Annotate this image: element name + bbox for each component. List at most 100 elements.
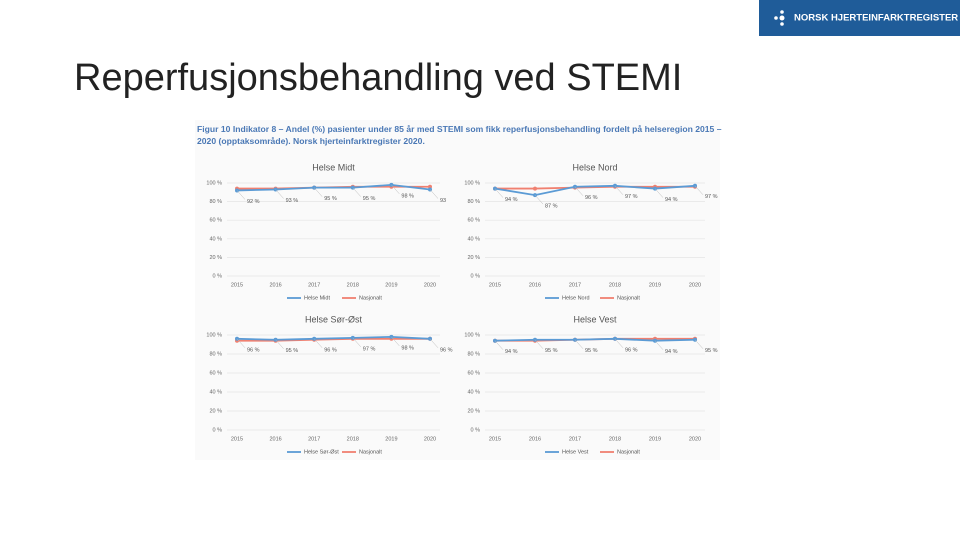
x-tick-label: 2016: [269, 282, 281, 288]
y-tick-label: 100 %: [464, 180, 480, 186]
label-leader: [534, 194, 544, 205]
y-tick-label: 80 %: [467, 351, 480, 357]
chart-title: Helse Nord: [572, 162, 617, 172]
y-tick-label: 60 %: [467, 370, 480, 376]
x-tick-label: 2020: [689, 436, 701, 442]
legend-label: Helse Nord: [562, 295, 590, 301]
value-label: 95 %: [286, 348, 299, 354]
value-label: 97 %: [363, 346, 376, 352]
x-tick-label: 2018: [609, 282, 621, 288]
value-label: 98 %: [401, 345, 414, 351]
legend-label: Nasjonalt: [359, 295, 382, 301]
legend-label: Helse Midt: [304, 295, 330, 301]
value-label: 96 %: [247, 347, 260, 353]
series-line: [236, 335, 431, 341]
label-leader: [494, 188, 504, 198]
x-tick-label: 2017: [569, 436, 581, 442]
logo-icon: [780, 22, 784, 26]
y-tick-label: 80 %: [467, 199, 480, 205]
y-tick-label: 40 %: [467, 236, 480, 242]
value-label: 97 %: [705, 194, 718, 200]
x-tick-label: 2015: [489, 282, 501, 288]
legend-label: Nasjonalt: [617, 295, 640, 301]
series-line: [236, 183, 431, 192]
y-tick-label: 100 %: [464, 332, 480, 338]
legend-label: Helse Sør-Øst: [304, 449, 339, 455]
chart-title: Helse Sør-Øst: [305, 314, 363, 324]
y-tick-label: 0 %: [471, 427, 481, 433]
slide-title: Reperfusjonsbehandling ved STEMI: [74, 57, 682, 99]
value-label: 94 %: [665, 197, 678, 203]
x-tick-label: 2019: [649, 436, 661, 442]
x-tick-label: 2016: [529, 436, 541, 442]
y-tick-label: 100 %: [206, 180, 222, 186]
label-leader: [614, 185, 624, 195]
y-tick-label: 0 %: [471, 273, 481, 279]
value-label: 95 %: [585, 348, 598, 354]
y-tick-label: 40 %: [467, 389, 480, 395]
logo-icon: [774, 16, 778, 20]
legend-label: Nasjonalt: [617, 449, 640, 455]
value-label: 94 %: [505, 349, 518, 355]
chart-title: Helse Vest: [573, 314, 617, 324]
logo-icon: [779, 15, 785, 21]
x-tick-label: 2020: [424, 436, 436, 442]
x-tick-label: 2017: [308, 282, 320, 288]
x-tick-label: 2018: [609, 436, 621, 442]
caption-box: Figur 10 Indikator 8 – Andel (%) pasient…: [197, 124, 722, 146]
label-leader: [236, 338, 246, 348]
y-tick-label: 0 %: [213, 427, 223, 433]
value-label: 96 %: [625, 347, 638, 353]
value-label: 96 %: [440, 347, 453, 353]
y-tick-label: 20 %: [467, 408, 480, 414]
label-leader: [534, 339, 544, 349]
value-label: 95 %: [363, 196, 376, 202]
value-label: 87 %: [545, 204, 558, 210]
value-label: 95 %: [324, 196, 337, 202]
value-label: 95 %: [545, 348, 558, 354]
label-leader: [275, 189, 284, 199]
x-tick-label: 2019: [385, 436, 397, 442]
series-line: [495, 185, 695, 190]
label-leader: [391, 336, 400, 347]
figure-caption: Figur 10 Indikator 8 – Andel (%) pasient…: [197, 124, 722, 146]
label-leader: [429, 189, 439, 199]
x-tick-label: 2019: [385, 282, 397, 288]
y-tick-label: 60 %: [209, 218, 222, 224]
x-tick-label: 2017: [569, 282, 581, 288]
label-leader: [654, 340, 664, 350]
y-tick-label: 80 %: [209, 199, 222, 205]
y-tick-label: 0 %: [213, 273, 223, 279]
label-leader: [275, 339, 284, 349]
y-tick-label: 80 %: [209, 351, 222, 357]
logo-text: NORSK HJERTEINFARKTREGISTER: [794, 13, 958, 24]
y-tick-label: 60 %: [209, 370, 222, 376]
value-label: 98 %: [401, 193, 414, 199]
x-tick-label: 2016: [529, 282, 541, 288]
label-leader: [494, 340, 504, 350]
x-tick-label: 2016: [269, 436, 281, 442]
data-point: [428, 184, 432, 189]
x-tick-label: 2018: [347, 282, 359, 288]
value-label: 96 %: [585, 195, 598, 201]
y-tick-label: 20 %: [467, 255, 480, 261]
y-tick-label: 20 %: [209, 408, 222, 414]
x-tick-label: 2019: [649, 282, 661, 288]
x-tick-label: 2015: [489, 436, 501, 442]
y-tick-label: 40 %: [209, 236, 222, 242]
x-tick-label: 2015: [231, 436, 243, 442]
value-label: 93: [440, 198, 446, 204]
figure-frame: [195, 120, 720, 460]
label-leader: [236, 190, 246, 200]
label-leader: [574, 186, 584, 196]
label-leader: [352, 337, 361, 348]
y-tick-label: 60 %: [467, 218, 480, 224]
label-leader: [391, 184, 400, 195]
value-label: 96 %: [324, 347, 337, 353]
series-line: [494, 337, 696, 342]
label-leader: [694, 185, 704, 195]
label-leader: [614, 338, 624, 348]
x-tick-label: 2015: [231, 282, 243, 288]
